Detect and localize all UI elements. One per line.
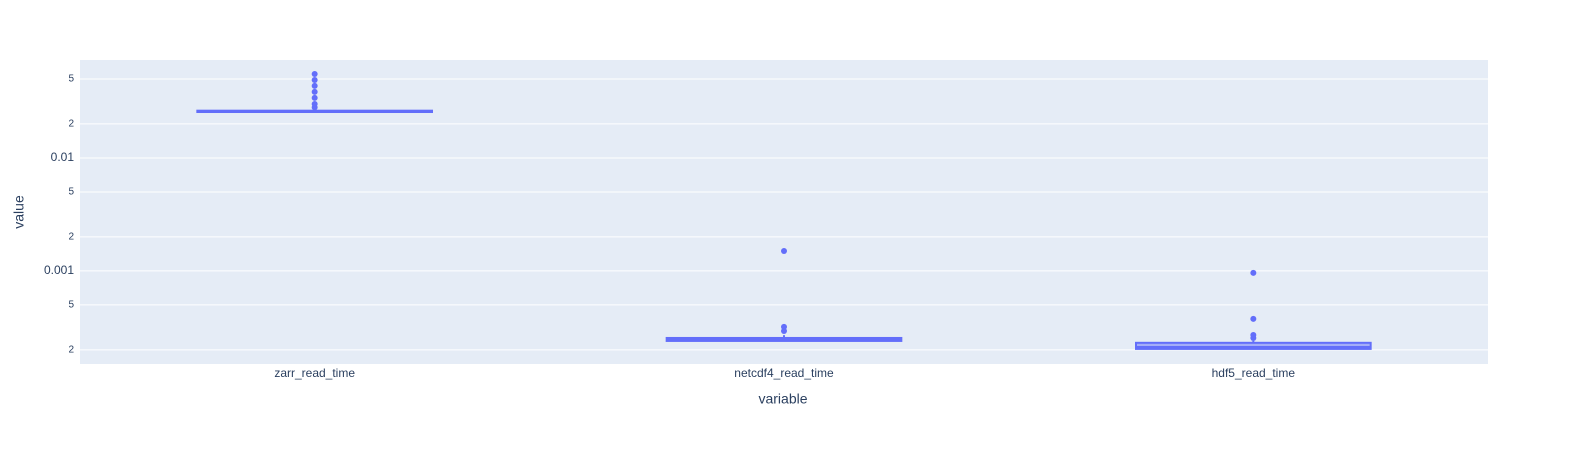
outlier bbox=[781, 327, 787, 334]
outlier bbox=[311, 104, 318, 111]
y-axis-label: value bbox=[11, 195, 27, 229]
y-tick-label: 5 bbox=[68, 187, 74, 198]
x-tick-label: zarr_read_time bbox=[274, 366, 355, 380]
y-tick-label: 2 bbox=[68, 232, 74, 243]
y-tick-label: 5 bbox=[68, 300, 74, 311]
outlier bbox=[1250, 315, 1257, 322]
outlier bbox=[311, 82, 318, 89]
x-tick-label: netcdf4_read_time bbox=[734, 366, 834, 380]
outlier bbox=[311, 88, 318, 95]
outlier bbox=[1250, 334, 1257, 341]
y-tick-label: 2 bbox=[68, 119, 74, 130]
outlier bbox=[311, 76, 318, 83]
x-tick-label: hdf5_read_time bbox=[1212, 366, 1296, 380]
y-tick-label: 5 bbox=[68, 74, 74, 85]
y-tick-label: 0.001 bbox=[44, 263, 74, 277]
outlier bbox=[781, 323, 787, 330]
outlier bbox=[1250, 269, 1257, 276]
outlier bbox=[311, 71, 318, 78]
y-tick-label: 0.01 bbox=[51, 150, 75, 164]
box bbox=[1135, 341, 1372, 350]
y-tick-label: 2 bbox=[68, 345, 74, 356]
outlier bbox=[311, 94, 318, 101]
plot-area bbox=[80, 60, 1488, 364]
x-axis-label: variable bbox=[758, 391, 807, 407]
outlier bbox=[781, 248, 787, 255]
